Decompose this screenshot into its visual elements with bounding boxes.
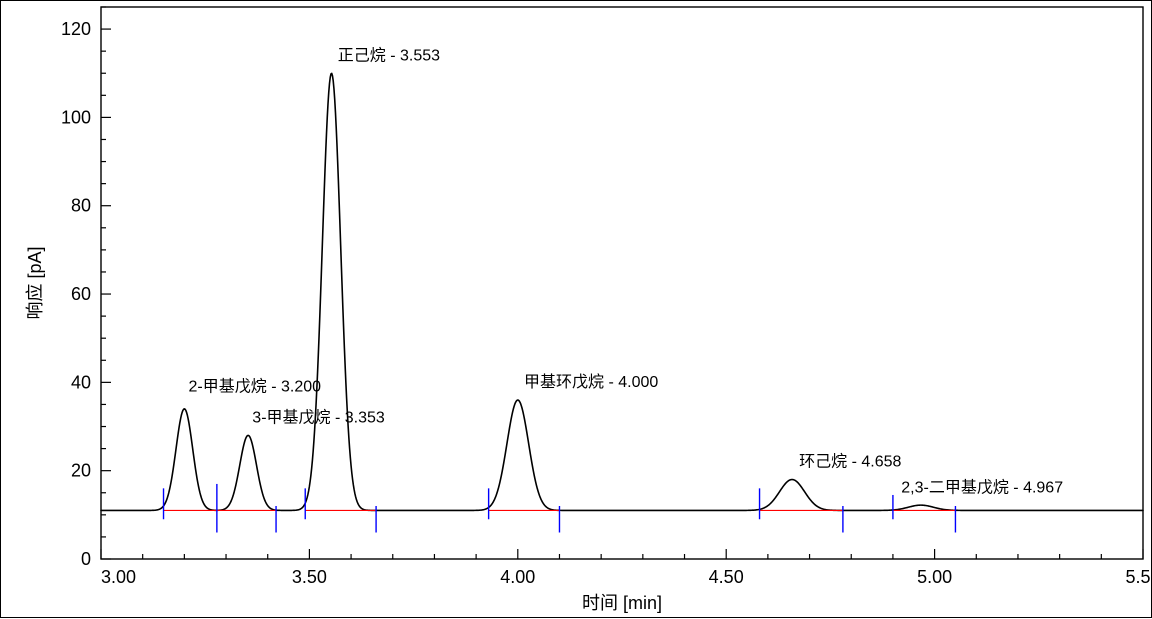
peak-rt: 3.553 xyxy=(400,47,440,64)
x-tick-label: 5.00 xyxy=(917,567,952,587)
y-tick-label: 20 xyxy=(71,461,91,481)
peak-label: 2,3-二甲基戊烷 - 4.967 xyxy=(901,478,1063,496)
peak-rt: 4.658 xyxy=(861,454,901,471)
peak-label: 正己烷 - 3.553 xyxy=(338,46,440,64)
peak-rt: 4.967 xyxy=(1023,479,1063,496)
chart-frame: 3.00 3.50 4.00 4.50 5.00 5.50 时间 [min] 0 20 40 60 8… xyxy=(0,0,1152,618)
x-axis-label: 时间 [min] xyxy=(582,593,662,613)
x-axis-ticks: 3.00 3.50 4.00 4.50 5.00 5.50 xyxy=(101,549,1152,587)
chromatogram-trace xyxy=(101,73,1143,510)
plot-area xyxy=(101,7,1143,559)
x-tick-label: 3.50 xyxy=(292,567,327,587)
peak-name: 2-甲基戊烷 xyxy=(189,378,272,396)
peak-name: 2,3-二甲基戊烷 xyxy=(901,478,1013,496)
peak-name: 3-甲基戊烷 xyxy=(252,409,335,427)
integration-markers xyxy=(164,484,956,533)
peak-label: 甲基环戊烷 - 4.000 xyxy=(524,373,658,391)
peak-label: 环己烷 - 4.658 xyxy=(799,453,901,471)
peak-rt: 4.000 xyxy=(618,374,658,391)
peak-label: 2-甲基戊烷 - 3.200 xyxy=(189,378,322,396)
peak-rt: 3.200 xyxy=(281,379,321,396)
y-tick-label: 80 xyxy=(71,196,91,216)
y-tick-label: 60 xyxy=(71,284,91,304)
peak-name: 正己烷 xyxy=(338,46,390,64)
peak-label: 3-甲基戊烷 - 3.353 xyxy=(252,409,385,427)
x-tick-label: 5.50 xyxy=(1125,567,1152,587)
y-tick-label: 40 xyxy=(71,372,91,392)
y-axis-ticks: 0 20 40 60 80 100 120 xyxy=(61,7,111,569)
y-tick-label: 0 xyxy=(81,549,91,569)
x-tick-label: 4.00 xyxy=(500,567,535,587)
peak-rt: 3.353 xyxy=(345,410,385,427)
chromatogram-chart: 3.00 3.50 4.00 4.50 5.00 5.50 时间 [min] 0 20 40 60 8… xyxy=(1,1,1152,619)
x-tick-label: 3.00 xyxy=(101,567,136,587)
peak-labels: 2-甲基戊烷 - 3.200 3-甲基戊烷 - 3.353 正己烷 - 3.553 甲… xyxy=(189,46,1064,496)
y-tick-label: 100 xyxy=(61,107,91,127)
y-axis-label: 响应 [pA] xyxy=(25,246,45,319)
peak-name: 环己烷 xyxy=(799,453,851,471)
y-tick-label: 120 xyxy=(61,19,91,39)
peak-name: 甲基环戊烷 xyxy=(524,373,608,391)
x-tick-label: 4.50 xyxy=(709,567,744,587)
